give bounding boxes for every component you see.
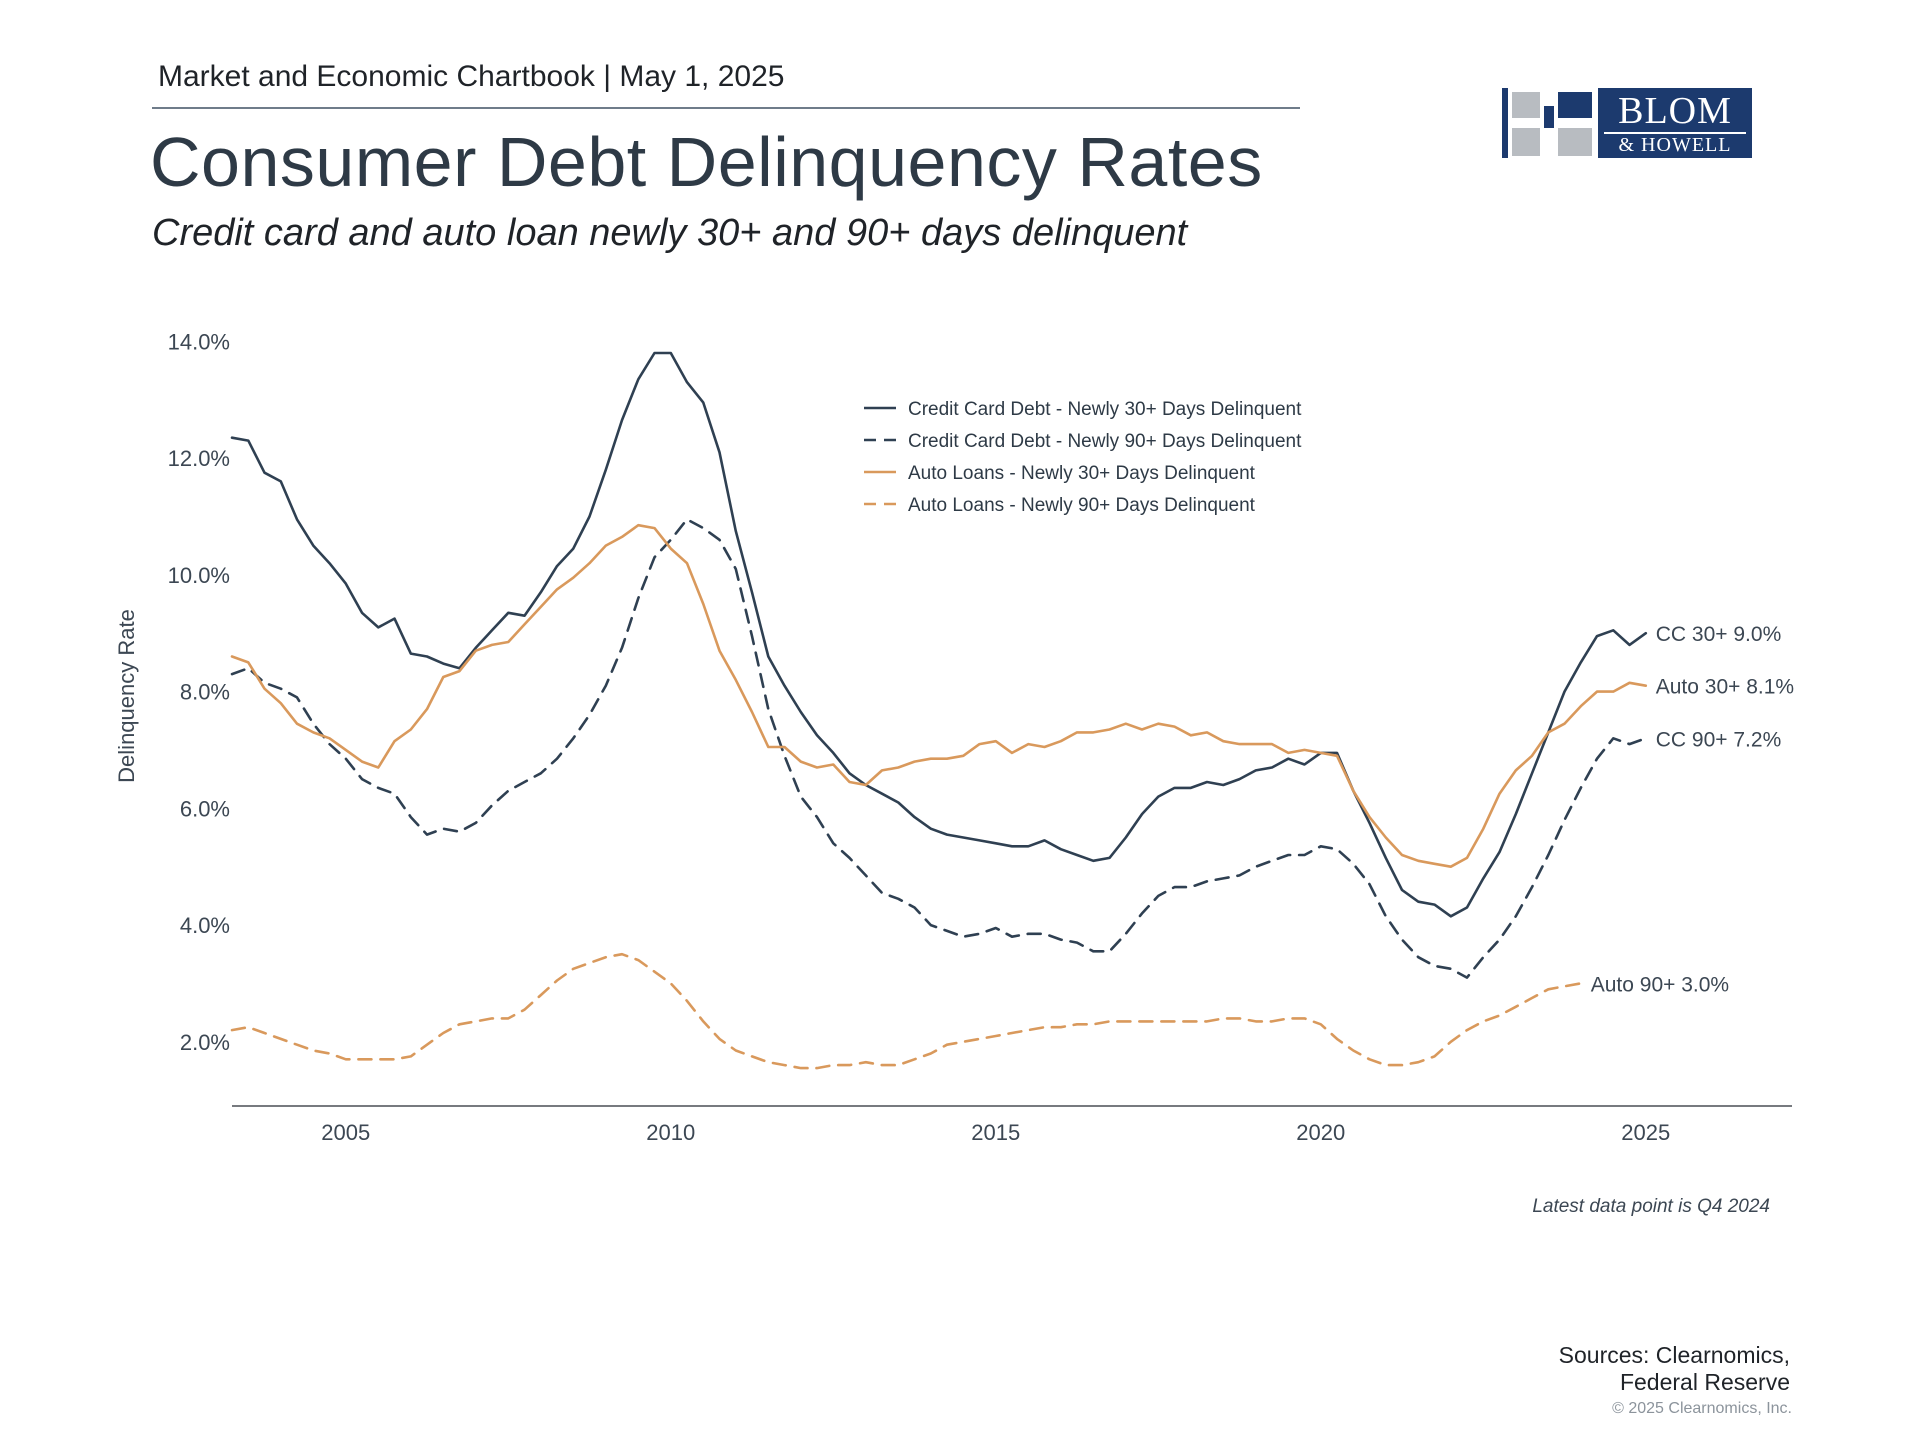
x-tick-label: 2010 [646, 1120, 695, 1145]
header-divider [152, 107, 1300, 109]
x-tick-label: 2015 [971, 1120, 1020, 1145]
series-end-label-2: CC 90+ 7.2% [1656, 728, 1782, 751]
y-tick-label: 12.0% [168, 446, 230, 471]
x-tick-label: 2025 [1621, 1120, 1670, 1145]
y-tick-label: 14.0% [168, 329, 230, 354]
chart-area: 2.0% 4.0% 6.0% 8.0% 10.0% 12.0% 14.0% 2005 2010 2… [114, 329, 1794, 1145]
series-line-3 [230, 523, 1648, 869]
y-tick-label: 6.0% [180, 796, 230, 821]
logo-wordmark: BLOM & HOWELL [1598, 88, 1752, 158]
legend-label-2: Credit Card Debt - Newly 90+ Days Delinq… [908, 431, 1302, 452]
y-tick-label: 8.0% [180, 680, 230, 705]
y-tick-label: 4.0% [180, 913, 230, 938]
series-line-4 [230, 952, 1583, 1070]
latest-data-note: Latest data point is Q4 2024 [1532, 1196, 1770, 1217]
series-end-label-1: CC 30+ 9.0% [1656, 623, 1782, 646]
chartbook-kicker: Market and Economic Chartbook | May 1, 2… [158, 60, 785, 93]
x-tick-label: 2020 [1296, 1120, 1345, 1145]
sources-note: Sources: Clearnomics, Federal Reserve [1400, 1342, 1790, 1396]
y-tick-label: 2.0% [180, 1030, 230, 1055]
series-end-label-3: Auto 30+ 8.1% [1656, 676, 1794, 699]
y-axis-label: Delinquency Rate [114, 609, 139, 783]
page-subtitle: Credit card and auto loan newly 30+ and … [152, 212, 1188, 254]
legend-label-1: Credit Card Debt - Newly 30+ Days Delinq… [908, 399, 1302, 420]
series-end-label-4: Auto 90+ 3.0% [1591, 973, 1729, 996]
page-title: Consumer Debt Delinquency Rates [150, 123, 1263, 201]
y-tick-label: 10.0% [168, 563, 230, 588]
sources-line-2: Federal Reserve [1619, 1369, 1790, 1395]
logo-name: BLOM [1618, 90, 1732, 132]
legend-label-3: Auto Loans - Newly 30+ Days Delinquent [908, 463, 1256, 484]
company-logo: BLOM & HOWELL [1500, 86, 1760, 162]
copyright-note: © 2025 Clearnomics, Inc. [1612, 1400, 1792, 1417]
series-line-1 [230, 351, 1648, 918]
logo-mark-icon [1502, 88, 1592, 158]
legend-label-4: Auto Loans - Newly 90+ Days Delinquent [908, 495, 1256, 516]
sources-line-1: Sources: Clearnomics, [1558, 1342, 1790, 1368]
series-line-2 [230, 518, 1648, 979]
x-tick-label: 2005 [321, 1120, 370, 1145]
logo-subname: & HOWELL [1604, 132, 1746, 156]
delinquency-line-chart: 2.0% 4.0% 6.0% 8.0% 10.0% 12.0% 14.0% 2005 2010 2… [114, 329, 1794, 1145]
